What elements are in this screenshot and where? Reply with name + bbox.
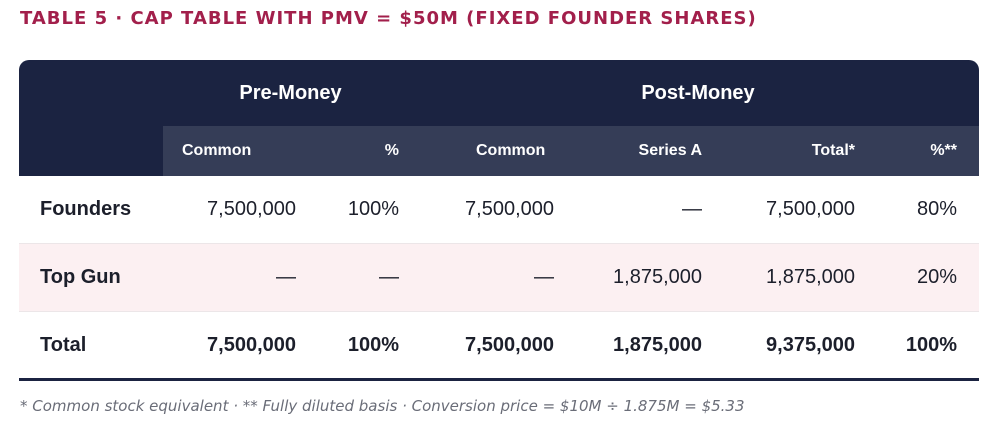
cell-pre-common: — <box>276 266 296 288</box>
header-group-pre-money: Pre-Money <box>239 82 342 104</box>
header-group-post-money: Post-Money <box>641 82 755 104</box>
cell-fully-diluted-percent: 80% <box>916 198 957 220</box>
cell-pre-percent: — <box>379 266 399 288</box>
cell-total: 1,875,000 <box>766 266 855 288</box>
table-title: TABLE 5 · CAP TABLE WITH PMV = $50M (FIX… <box>20 8 757 29</box>
row-divider <box>19 243 979 244</box>
column-header-total: Total* <box>811 142 855 159</box>
cell-fully-diluted-percent: 20% <box>916 266 957 288</box>
column-header-fully-diluted-percent: %** <box>930 142 957 159</box>
row-label: Founders <box>40 198 132 220</box>
table-header-groups <box>19 60 979 126</box>
row-label: Top Gun <box>40 266 121 288</box>
column-header-series-a: Series A <box>638 142 702 159</box>
table-row-founders: Founders 7,500,000 100% 7,500,000 — 7,50… <box>19 176 979 243</box>
cap-table: Pre-Money Post-Money Common % Common Ser… <box>19 60 979 381</box>
cell-total: 7,500,000 <box>766 198 855 220</box>
row-label: Total <box>40 334 87 356</box>
column-header-pre-percent: % <box>384 142 399 159</box>
cell-fully-diluted-percent: 100% <box>905 334 957 356</box>
cell-total: 9,375,000 <box>766 334 855 356</box>
cell-post-common: 7,500,000 <box>465 334 554 356</box>
table-row-top-gun: Top Gun — — — 1,875,000 1,875,000 20% <box>19 244 979 311</box>
table-header-columns <box>163 126 979 176</box>
column-header-post-common: Common <box>476 142 546 159</box>
cell-post-common: 7,500,000 <box>465 198 554 220</box>
table-footnote: * Common stock equivalent · ** Fully dil… <box>20 397 745 415</box>
cell-series-a: 1,875,000 <box>613 334 702 356</box>
cell-series-a: — <box>682 198 702 220</box>
cell-pre-common: 7,500,000 <box>207 334 296 356</box>
column-header-pre-common: Common <box>182 142 252 159</box>
table-bottom-rule <box>19 378 979 381</box>
table-row-total: Total 7,500,000 100% 7,500,000 1,875,000… <box>19 312 979 379</box>
row-divider <box>19 311 979 312</box>
cell-post-common: — <box>534 266 554 288</box>
cell-pre-common: 7,500,000 <box>207 198 296 220</box>
cell-pre-percent: 100% <box>347 198 399 220</box>
cell-series-a: 1,875,000 <box>613 266 702 288</box>
cell-pre-percent: 100% <box>347 334 399 356</box>
